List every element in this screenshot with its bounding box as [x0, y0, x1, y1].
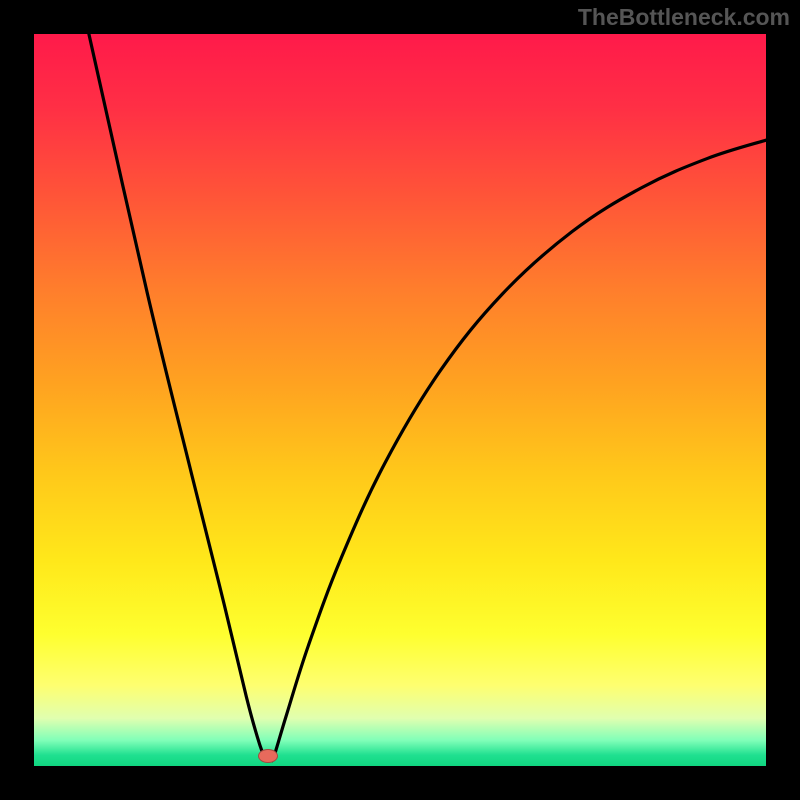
background-gradient — [34, 34, 766, 766]
chart-container: TheBottleneck.com — [0, 0, 800, 800]
chart-svg — [34, 34, 766, 766]
plot-area — [34, 34, 766, 766]
watermark-text: TheBottleneck.com — [578, 4, 790, 31]
